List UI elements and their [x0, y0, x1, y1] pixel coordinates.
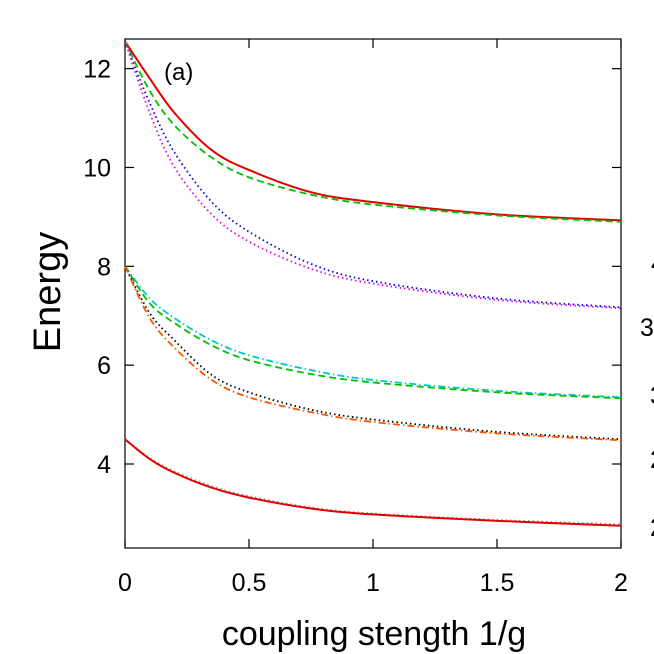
axis-ticks — [124, 39, 622, 548]
clipped-label: 3 — [640, 314, 654, 342]
series-line-10 — [124, 438, 622, 527]
x-tick-labels: 0 0.5 1 1.5 2 — [118, 569, 628, 597]
series-line-1 — [124, 40, 622, 222]
y-tick-label: 4 — [97, 451, 111, 479]
x-tick-label: 0 — [118, 569, 132, 597]
clipped-label: 4 — [651, 250, 654, 278]
plot-frame — [124, 38, 622, 549]
clipped-label: 2 — [650, 514, 654, 542]
clipped-label: 3 — [650, 382, 654, 410]
series-line-7 — [124, 265, 622, 441]
series-line-6 — [124, 265, 622, 400]
series-group — [124, 40, 622, 527]
x-tick-label: 1.5 — [480, 569, 515, 597]
y-tick-label: 10 — [83, 154, 111, 182]
series-line-9 — [124, 438, 622, 526]
y-tick-labels: 4 6 8 10 12 — [83, 56, 111, 479]
x-axis-title: coupling stength 1/g — [222, 615, 526, 653]
series-line-4 — [124, 41, 622, 310]
series-line-8 — [124, 265, 622, 442]
series-line-3 — [124, 41, 622, 309]
y-tick-label: 8 — [97, 253, 111, 281]
y-axis-title: Energy — [27, 232, 69, 352]
x-tick-label: 1 — [366, 569, 380, 597]
panel-label: (a) — [164, 59, 193, 86]
x-tick-label: 0.5 — [232, 569, 267, 597]
y-tick-label: 6 — [97, 352, 111, 380]
x-tick-label: 2 — [614, 569, 628, 597]
series-line-2 — [124, 41, 622, 223]
series-line-5 — [124, 265, 622, 399]
clipped-label: 2 — [650, 446, 654, 474]
right-edge-clipped-labels: 4 3 3 2 2 — [640, 250, 654, 542]
y-tick-label: 12 — [83, 56, 111, 84]
